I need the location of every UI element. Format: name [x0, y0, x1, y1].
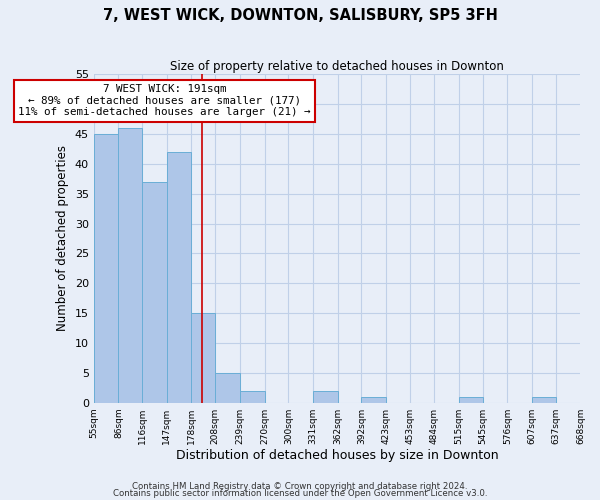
Bar [240, 391, 265, 402]
X-axis label: Distribution of detached houses by size in Downton: Distribution of detached houses by size … [176, 450, 499, 462]
Bar [215, 373, 240, 402]
Bar [167, 152, 191, 403]
Bar [94, 134, 118, 402]
Text: Contains HM Land Registry data © Crown copyright and database right 2024.: Contains HM Land Registry data © Crown c… [132, 482, 468, 491]
Title: Size of property relative to detached houses in Downton: Size of property relative to detached ho… [170, 60, 504, 73]
Text: 7, WEST WICK, DOWNTON, SALISBURY, SP5 3FH: 7, WEST WICK, DOWNTON, SALISBURY, SP5 3F… [103, 8, 497, 22]
Y-axis label: Number of detached properties: Number of detached properties [56, 146, 69, 332]
Bar [361, 396, 386, 402]
Text: Contains public sector information licensed under the Open Government Licence v3: Contains public sector information licen… [113, 490, 487, 498]
Bar [532, 396, 556, 402]
Bar [142, 182, 167, 402]
Bar [191, 313, 215, 402]
Text: 7 WEST WICK: 191sqm
← 89% of detached houses are smaller (177)
11% of semi-detac: 7 WEST WICK: 191sqm ← 89% of detached ho… [18, 84, 311, 117]
Bar [313, 391, 338, 402]
Bar [118, 128, 142, 402]
Bar [459, 396, 483, 402]
